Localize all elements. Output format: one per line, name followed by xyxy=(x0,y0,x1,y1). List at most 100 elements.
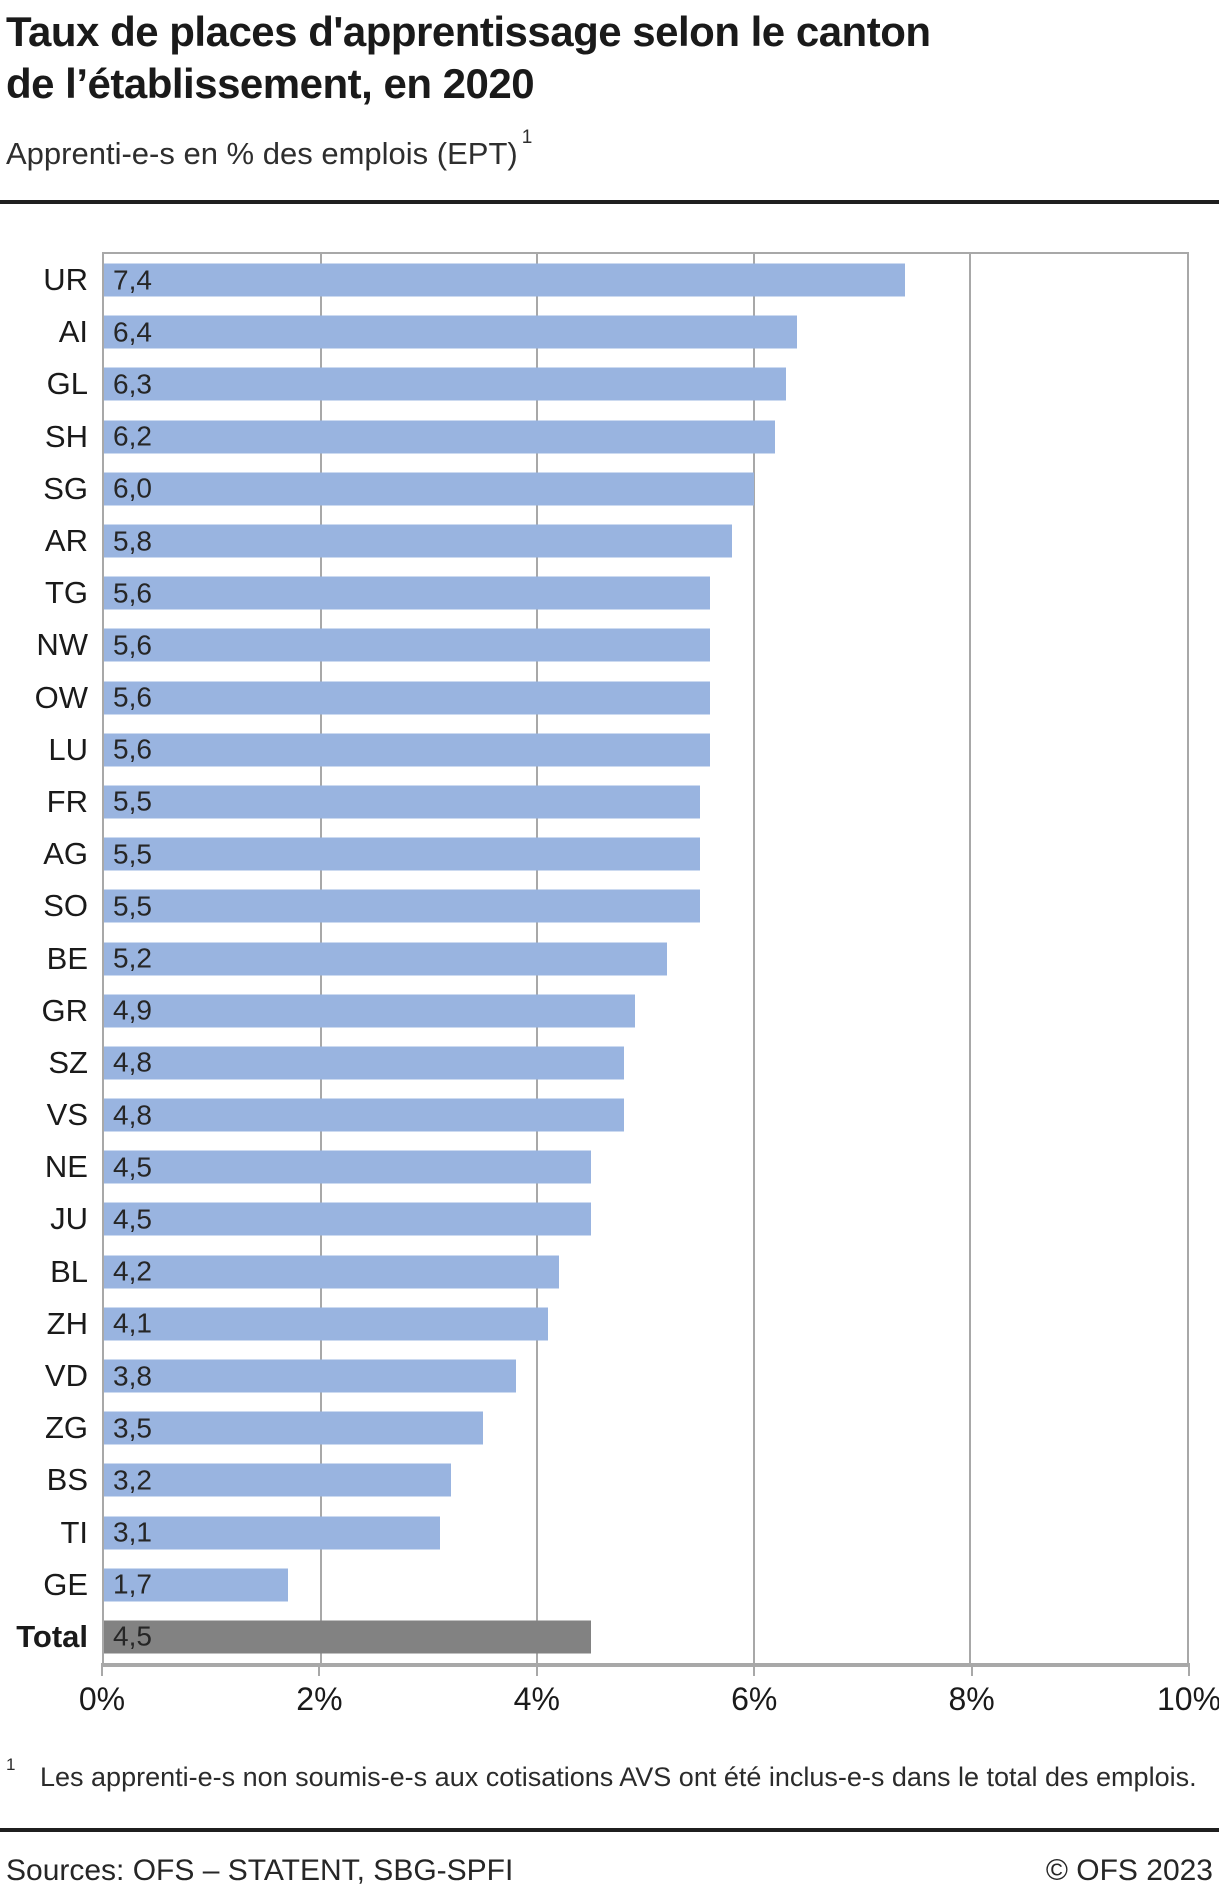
axis-tick-label: 6% xyxy=(731,1681,778,1717)
category-label: TG xyxy=(44,575,88,611)
footer: Sources: OFS – STATENT, SBG-SPFI © OFS 2… xyxy=(0,1854,1219,1888)
value-label: 4,5 xyxy=(113,1151,152,1183)
bar: 6,0 xyxy=(104,472,754,506)
chart-row: UR 7,4 xyxy=(43,254,1187,306)
chart-row: OW 5,6 xyxy=(35,672,1187,724)
value-label: 4,8 xyxy=(113,1046,152,1078)
footnote: 1 Les apprenti-e-s non soumis-e-s aux co… xyxy=(6,1755,1197,1792)
chart-row: BS 3,2 xyxy=(47,1454,1187,1506)
chart-row: SH 6,2 xyxy=(45,411,1187,463)
value-label: 4,9 xyxy=(113,994,152,1026)
category-label: NE xyxy=(44,1149,88,1185)
bar: 5,2 xyxy=(104,942,668,976)
axis-tick xyxy=(535,1663,538,1676)
chart-row: LU 5,6 xyxy=(48,724,1187,776)
bar: 3,1 xyxy=(104,1516,440,1550)
plot-area: UR 7,4 AI 6,4 GL 6,3 SH 6,2 SG 6,0 AR 5,8 TG 5,6 NW 5,6… xyxy=(16,252,1189,1663)
value-label: 6,3 xyxy=(113,368,152,400)
chart-row: BE 5,2 xyxy=(47,932,1187,984)
value-label: 5,6 xyxy=(113,577,152,609)
value-label: 6,4 xyxy=(113,316,152,348)
page-title-line-1: Taux de places d'apprentissage selon le … xyxy=(6,8,931,55)
bar: 4,8 xyxy=(104,1098,624,1132)
chart-row: ZH 4,1 xyxy=(47,1298,1187,1350)
axis-tick-label: 4% xyxy=(513,1681,560,1717)
category-label: SZ xyxy=(48,1044,88,1080)
chart-row: TG 5,6 xyxy=(45,567,1187,619)
category-label: Total xyxy=(16,1618,88,1654)
bar: 5,8 xyxy=(104,524,733,558)
value-label: 5,8 xyxy=(113,525,152,557)
bar: 5,5 xyxy=(104,889,700,923)
bar: 6,4 xyxy=(104,315,798,349)
value-label: 6,2 xyxy=(113,420,152,452)
footer-divider xyxy=(0,1828,1219,1832)
category-label: SG xyxy=(43,470,88,506)
bar: 4,9 xyxy=(104,994,635,1028)
chart-row: SO 5,5 xyxy=(43,880,1187,932)
gridline xyxy=(969,254,972,1663)
value-label: 5,6 xyxy=(113,681,152,713)
category-label: GE xyxy=(43,1566,88,1602)
axis-tick-label: 10% xyxy=(1156,1681,1219,1717)
value-label: 3,8 xyxy=(113,1360,152,1392)
bar: 5,5 xyxy=(104,837,700,871)
category-label: AR xyxy=(44,523,88,559)
category-label: AG xyxy=(43,836,88,872)
chart-subtitle: Apprenti-e-s en % des emplois (EPT) 1 xyxy=(6,128,1213,172)
chart-row: NE 4,5 xyxy=(45,1141,1187,1193)
value-label: 4,5 xyxy=(113,1620,152,1652)
category-label: ZG xyxy=(44,1410,88,1446)
value-label: 5,6 xyxy=(113,733,152,765)
chart-row: Total 4,5 xyxy=(16,1611,1187,1663)
chart-row: FR 5,5 xyxy=(47,776,1187,828)
axis-tick xyxy=(970,1663,973,1676)
bar: 3,5 xyxy=(104,1411,484,1445)
page-title-line-2: de l’établissement, en 2020 xyxy=(6,60,535,107)
value-label: 7,4 xyxy=(113,264,152,296)
bar: 5,6 xyxy=(104,681,711,715)
value-label: 5,6 xyxy=(113,629,152,661)
chart-row: SZ 4,8 xyxy=(48,1037,1187,1089)
value-label: 5,5 xyxy=(113,785,152,817)
chart-row: ZG 3,5 xyxy=(45,1402,1187,1454)
bar-rows: UR 7,4 AI 6,4 GL 6,3 SH 6,2 SG 6,0 AR 5,8 TG 5,6 NW 5,6… xyxy=(16,254,1187,1663)
chart-row: JU 4,5 xyxy=(50,1193,1187,1245)
value-label: 4,5 xyxy=(113,1203,152,1235)
page-title: Taux de places d'apprentissage selon le … xyxy=(6,6,1213,110)
axis-tick-label: 8% xyxy=(948,1681,995,1717)
chart-row: TI 3,1 xyxy=(60,1507,1187,1559)
value-label: 3,5 xyxy=(113,1412,152,1444)
category-label: ZH xyxy=(46,1305,88,1341)
bar: 7,4 xyxy=(104,263,906,297)
bar: 6,2 xyxy=(104,420,776,454)
axis-tick xyxy=(318,1663,321,1676)
axis-tick-label: 2% xyxy=(296,1681,343,1717)
category-label: BS xyxy=(46,1462,88,1498)
value-label: 5,2 xyxy=(113,942,152,974)
bar: 1,7 xyxy=(104,1568,289,1602)
bar: 4,5 xyxy=(104,1620,592,1654)
category-label: BE xyxy=(46,940,88,976)
category-label: AI xyxy=(58,314,88,350)
axis-tick xyxy=(753,1663,756,1676)
bar: 4,2 xyxy=(104,1255,559,1289)
chart-row: NW 5,6 xyxy=(36,619,1187,671)
axis-tick-label: 0% xyxy=(78,1681,126,1717)
axis-tick xyxy=(1188,1663,1190,1676)
category-label: UR xyxy=(43,262,88,298)
chart-row: BL 4,2 xyxy=(50,1246,1187,1298)
category-label: LU xyxy=(48,731,88,767)
chart-row: VS 4,8 xyxy=(47,1089,1187,1141)
bar: 5,6 xyxy=(104,628,711,662)
bar: 3,2 xyxy=(104,1463,451,1497)
bar: 4,5 xyxy=(104,1150,592,1184)
category-label: GL xyxy=(46,366,88,402)
category-label: FR xyxy=(46,783,88,819)
chart-row: SG 6,0 xyxy=(43,463,1187,515)
category-label: TI xyxy=(60,1514,88,1550)
category-label: SO xyxy=(43,888,88,924)
chart-row: AG 5,5 xyxy=(43,828,1187,880)
chart-row: AR 5,8 xyxy=(45,515,1187,567)
chart-row: VD 3,8 xyxy=(45,1350,1187,1402)
